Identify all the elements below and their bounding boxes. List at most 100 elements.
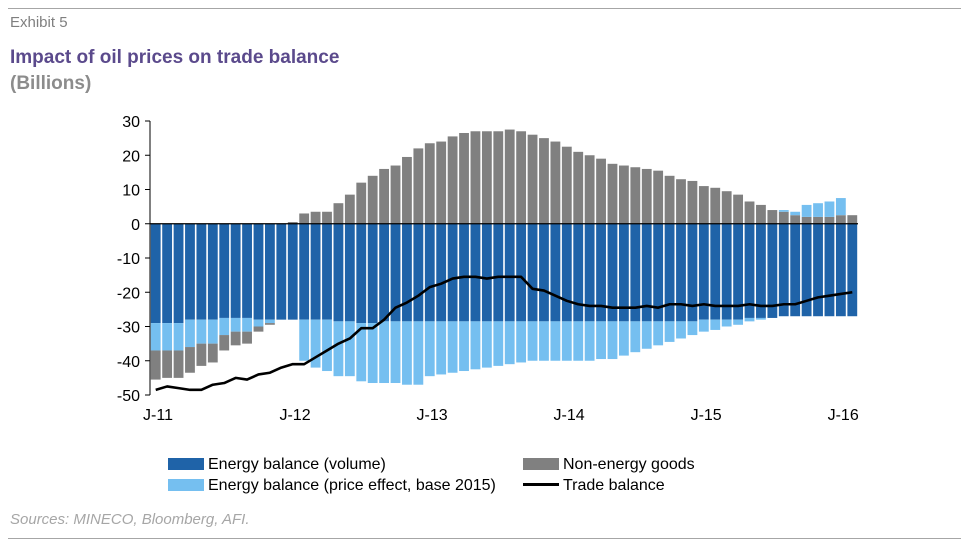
bar-energy-volume <box>173 223 184 324</box>
bar-energy-price <box>573 321 584 361</box>
legend-item-non-energy: Non-energy goods <box>523 455 695 475</box>
source-note: Sources: MINECO, Bloomberg, AFI. <box>10 511 250 528</box>
bar-energy-volume <box>584 223 595 322</box>
exhibit-label: Exhibit 5 <box>10 14 68 31</box>
bar-energy-price <box>778 210 789 212</box>
bar-energy-price <box>504 321 515 365</box>
legend-item-energy-volume: Energy balance (volume) <box>168 455 386 475</box>
bar-energy-volume <box>367 223 378 324</box>
bar-non-energy <box>219 335 230 351</box>
bar-non-energy <box>676 179 686 224</box>
bar-energy-volume <box>379 223 390 322</box>
chart-subtitle: (Billions) <box>10 73 92 94</box>
bar-energy-volume <box>527 223 538 322</box>
bar-energy-price <box>310 319 321 368</box>
bar-energy-price <box>687 321 698 336</box>
bar-energy-price <box>744 317 755 322</box>
bar-non-energy <box>630 167 641 224</box>
bar-non-energy <box>778 211 789 224</box>
bar-energy-volume <box>230 223 241 318</box>
bar-energy-price <box>584 321 595 361</box>
bar-energy-price <box>459 321 469 372</box>
bar-non-energy <box>481 131 492 224</box>
legend-swatch-trade-balance <box>523 483 559 486</box>
bar-energy-price <box>299 319 310 361</box>
bar-non-energy <box>801 216 812 224</box>
bar-energy-volume <box>390 223 401 322</box>
bar-non-energy <box>847 215 858 224</box>
bar-non-energy <box>173 350 184 378</box>
bar-non-energy <box>310 211 321 224</box>
bar-non-energy <box>733 194 744 224</box>
bar-energy-volume <box>333 223 344 322</box>
bar-energy-volume <box>242 223 252 318</box>
bar-energy-volume <box>618 223 629 322</box>
bar-energy-price <box>516 321 527 363</box>
bar-energy-volume <box>516 223 527 322</box>
bar-non-energy <box>527 134 538 224</box>
bar-non-energy <box>459 132 469 224</box>
bar-non-energy <box>185 347 195 373</box>
bar-non-energy <box>436 141 447 224</box>
bar-non-energy <box>573 151 584 224</box>
x-tick-label: J-13 <box>417 407 448 424</box>
bar-energy-price <box>824 201 835 217</box>
bar-energy-price <box>835 198 846 216</box>
bar-energy-volume <box>710 223 721 320</box>
bar-energy-volume <box>504 223 515 322</box>
bar-energy-price <box>242 317 252 332</box>
bar-energy-price <box>733 319 744 325</box>
bar-energy-price <box>676 321 686 339</box>
bar-energy-volume <box>413 223 424 322</box>
y-tick-label: 30 <box>122 114 140 131</box>
y-tick-label: -20 <box>117 285 140 302</box>
bar-non-energy <box>641 168 652 224</box>
bar-energy-price <box>607 321 618 360</box>
bar-non-energy <box>447 136 458 224</box>
bar-energy-volume <box>767 223 778 318</box>
bar-energy-volume <box>481 223 492 322</box>
bar-non-energy <box>824 216 835 224</box>
bar-energy-volume <box>630 223 641 322</box>
bar-non-energy <box>767 210 778 224</box>
bar-non-energy <box>322 211 332 224</box>
bar-energy-price <box>550 321 561 361</box>
legend-label-energy-price: Energy balance (price effect, base 2015) <box>208 477 496 494</box>
bar-energy-volume <box>790 223 801 317</box>
top-rule <box>8 8 961 9</box>
bar-energy-volume <box>687 223 698 322</box>
bar-energy-price <box>390 321 401 384</box>
bar-non-energy <box>230 331 241 346</box>
bar-non-energy <box>790 215 801 224</box>
legend-label-trade-balance: Trade balance <box>563 477 665 494</box>
bar-energy-volume <box>596 223 606 322</box>
bar-energy-volume <box>470 223 481 322</box>
bar-energy-volume <box>676 223 686 322</box>
bar-non-energy <box>196 343 207 366</box>
x-tick-label: J-12 <box>279 407 310 424</box>
bar-energy-volume <box>424 223 435 322</box>
bar-energy-volume <box>744 223 755 318</box>
legend-item-energy-price: Energy balance (price effect, base 2015) <box>168 476 496 496</box>
bar-energy-price <box>344 321 355 377</box>
bar-energy-volume <box>459 223 469 322</box>
bar-energy-price <box>481 321 492 368</box>
bar-energy-price <box>493 321 504 366</box>
bar-energy-price <box>790 211 801 216</box>
bar-non-energy <box>150 350 161 380</box>
bar-energy-price <box>367 323 378 384</box>
legend-item-trade-balance: Trade balance <box>523 476 665 496</box>
bar-non-energy <box>413 148 424 224</box>
bar-energy-price <box>664 321 675 342</box>
y-tick-label: 20 <box>122 148 140 165</box>
bar-energy-volume <box>253 223 264 320</box>
bar-non-energy <box>299 213 310 224</box>
bar-energy-volume <box>801 223 812 317</box>
bar-non-energy <box>744 201 755 224</box>
bar-non-energy <box>424 143 435 224</box>
bar-energy-volume <box>356 223 367 324</box>
bar-energy-volume <box>778 223 789 317</box>
bar-energy-volume <box>835 223 846 317</box>
bar-energy-volume <box>550 223 561 322</box>
bar-energy-price <box>333 321 344 377</box>
